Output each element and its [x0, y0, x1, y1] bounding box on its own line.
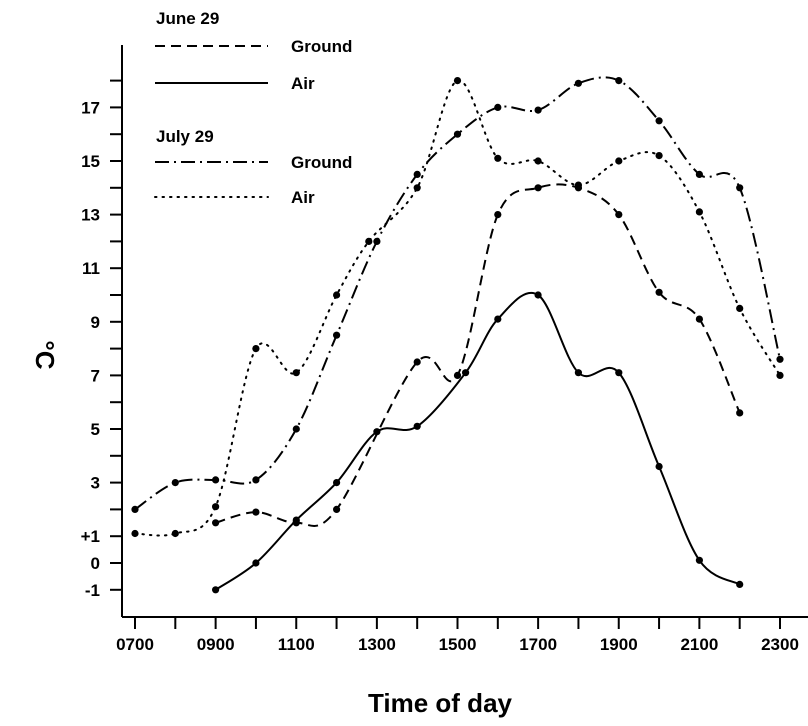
data-point: [171, 529, 179, 538]
data-point: [131, 529, 139, 538]
data-point: [615, 211, 623, 219]
series-line-june-air: [215, 291, 741, 591]
y-tick-label: 9: [91, 313, 100, 332]
series-layer: [131, 76, 784, 594]
data-point: [736, 409, 744, 417]
data-point: [574, 369, 583, 377]
data-point: [736, 304, 744, 312]
data-point: [615, 157, 623, 165]
data-point: [413, 170, 421, 178]
data-point: [212, 476, 220, 484]
y-tick-label: -1: [85, 581, 100, 600]
data-point: [574, 181, 583, 189]
data-point: [655, 462, 663, 471]
data-point: [453, 371, 462, 379]
y-tick-label: +1: [81, 527, 100, 546]
series-line-july-air: [134, 79, 781, 537]
legend-group-title: June 29: [156, 9, 219, 28]
series-july-air: [131, 77, 784, 538]
data-point: [534, 157, 542, 165]
data-point: [453, 130, 462, 138]
data-point: [212, 519, 220, 527]
data-point: [655, 152, 663, 160]
data-point: [413, 422, 421, 430]
legend-label: Air: [291, 188, 315, 207]
y-tick-label: 17: [81, 98, 100, 117]
data-point: [373, 428, 381, 436]
legend-group-title: July 29: [156, 127, 214, 146]
y-tick-label: 15: [81, 152, 100, 171]
legend-label: Ground: [291, 37, 352, 56]
series-july-ground: [131, 76, 784, 513]
data-point: [695, 170, 704, 178]
data-point: [615, 77, 623, 85]
data-point: [534, 184, 542, 192]
data-point: [695, 556, 704, 564]
data-point: [776, 371, 784, 379]
x-tick-label: 2100: [680, 635, 718, 654]
data-point: [212, 586, 220, 594]
y-tick-label: 13: [81, 206, 100, 225]
data-point: [171, 479, 179, 487]
x-tick-label: 2300: [761, 635, 799, 654]
data-point: [333, 331, 341, 339]
series-line-june-ground: [215, 183, 741, 527]
legend-label: Ground: [291, 153, 352, 172]
y-tick-label: 0: [91, 554, 100, 573]
data-point: [252, 345, 260, 353]
data-point: [494, 154, 502, 162]
data-point: [655, 117, 663, 125]
y-tick-label: 5: [91, 420, 100, 439]
data-point: [615, 369, 623, 377]
data-point: [534, 291, 542, 299]
data-point: [655, 288, 663, 296]
data-point: [534, 106, 542, 114]
data-point: [292, 369, 300, 377]
legend: June 29 Ground Air July 29 Ground Air: [154, 9, 352, 207]
data-point: [736, 184, 744, 192]
data-point: [333, 479, 341, 487]
x-tick-label: 1900: [600, 635, 638, 654]
data-point: [373, 237, 381, 245]
data-point: [453, 77, 462, 85]
data-point: [131, 505, 139, 513]
data-point: [413, 184, 421, 192]
data-point: [574, 79, 583, 87]
y-tick-label: 3: [91, 474, 100, 493]
x-tick-label: 0900: [197, 635, 235, 654]
data-point: [695, 208, 704, 216]
x-tick-label: 0700: [116, 635, 154, 654]
data-point: [494, 211, 502, 219]
data-point: [736, 580, 744, 589]
x-ticks: 0700 0900 1100 1300 1500 1700 1900 2100 2300: [116, 617, 799, 654]
y-tick-label: 11: [82, 259, 100, 278]
data-point: [252, 508, 260, 516]
data-point: [776, 355, 784, 363]
data-point: [333, 505, 341, 513]
data-point: [333, 291, 341, 299]
legend-label: Air: [291, 74, 315, 93]
data-point: [252, 476, 260, 484]
y-tick-label: 7: [91, 366, 100, 385]
data-point: [212, 503, 220, 511]
data-point: [413, 358, 421, 366]
data-point: [494, 103, 502, 111]
series-june-air: [212, 291, 744, 594]
x-tick-label: 1700: [519, 635, 557, 654]
data-point: [292, 516, 300, 524]
data-point: [695, 315, 704, 323]
data-point: [494, 315, 502, 323]
x-tick-label: 1100: [278, 635, 315, 654]
x-tick-label: 1500: [439, 635, 477, 654]
x-axis-title: Time of day: [368, 688, 513, 718]
data-point: [252, 559, 260, 567]
x-tick-label: 1300: [358, 635, 396, 654]
y-axis-title: °C: [30, 340, 60, 369]
axes: -1 0 +1 3 5 7 9 11 13 15 17 0700 0900 1100 1300 1500 17…: [81, 45, 808, 654]
y-ticks: -1 0 +1 3 5 7 9 11 13 15 17: [81, 79, 122, 600]
data-point: [365, 237, 373, 245]
data-point: [462, 369, 470, 377]
data-point: [292, 425, 300, 433]
